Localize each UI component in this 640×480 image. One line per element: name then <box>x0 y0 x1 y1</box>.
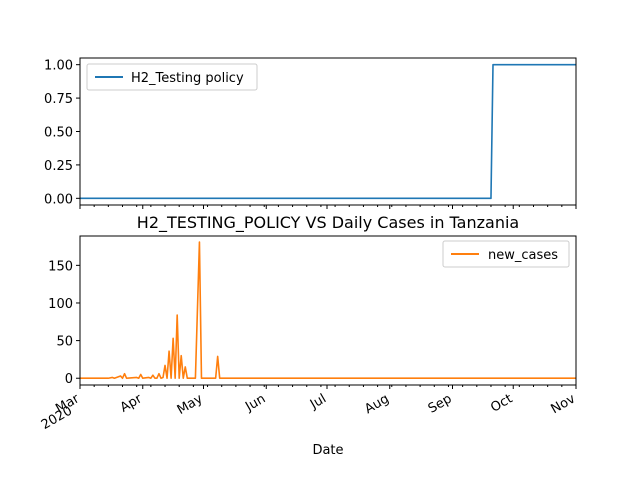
x-tick-label: Jul <box>307 391 329 412</box>
series-line-new-cases <box>80 241 576 380</box>
policy-panel-frame <box>79 57 577 206</box>
chart-title: H2_TESTING_POLICY VS Daily Cases in Tanz… <box>137 213 519 233</box>
x-tick-label: Jun <box>242 391 268 415</box>
cases-legend-box <box>442 240 570 268</box>
policy-legend-label: H2_Testing policy <box>131 71 244 86</box>
y-tick-label: 0.50 <box>44 126 73 141</box>
x-axis-label: Date <box>312 443 343 458</box>
y-tick-label: 100 <box>48 297 73 312</box>
x-tick-label: Aug <box>362 391 391 417</box>
x-tick-label: Apr <box>118 391 146 416</box>
x-tick-label: Oct <box>488 391 515 415</box>
cases-panel: H2_TESTING_POLICY VS Daily Cases in Tanz… <box>39 213 578 458</box>
cases-panel-frame <box>79 235 577 386</box>
x-tick-label: Nov <box>549 391 579 417</box>
x-tick-label: Sep <box>426 391 455 416</box>
series-line-h2-testing-policy <box>80 63 576 200</box>
y-tick-label: 150 <box>48 259 73 274</box>
policy-legend-box <box>86 63 258 91</box>
cases-legend-label: new_cases <box>488 248 558 263</box>
cases-legend: new_cases <box>442 240 570 268</box>
x-tick-label: May <box>175 391 206 418</box>
y-tick-label: 0 <box>65 372 73 387</box>
y-tick-label: 0.00 <box>44 192 73 207</box>
policy-panel: 0.00 0.25 0.50 0.75 1.00 H2_Testing policy <box>44 57 577 209</box>
y-tick-label: 50 <box>56 335 73 350</box>
policy-legend: H2_Testing policy <box>86 63 258 91</box>
y-tick-label: 1.00 <box>44 59 73 74</box>
y-tick-label: 0.25 <box>44 159 73 174</box>
y-tick-label: 0.75 <box>44 92 73 107</box>
